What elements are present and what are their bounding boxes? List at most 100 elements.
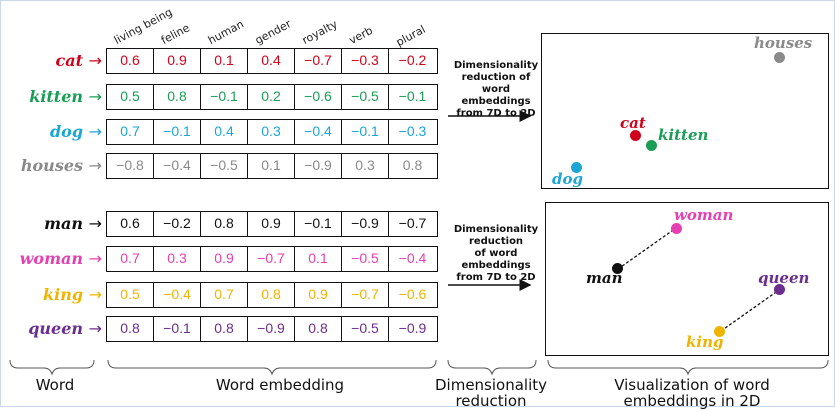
point-label-houses: houses [754, 34, 813, 52]
embedding-row-kitten: 0.5 0.8 −0.1 0.2 −0.6 −0.5 −0.1 [106, 84, 438, 110]
embedding-cell: 0.2 [248, 85, 295, 109]
embedding-cell: −0.7 [398, 215, 427, 231]
embedding-row-man: 0.6 −0.2 0.8 0.9 −0.1 −0.9 −0.7 [106, 211, 438, 237]
embedding-cell: −0.7 [248, 247, 295, 271]
embedding-cell: −0.8 [107, 154, 154, 178]
brace-visualization [547, 359, 829, 376]
embedding-cell: 0.8 [107, 317, 154, 341]
embedding-cell: −0.5 [342, 247, 389, 271]
embedding-cell: −0.1 [154, 317, 201, 341]
embedding-cell: 0.3 [248, 120, 295, 144]
embedding-cell: −0.5 [201, 154, 248, 178]
embedding-cell: −0.9 [248, 317, 295, 341]
embedding-cell: −0.9 [342, 212, 389, 236]
reduction-label-top: Dimensionality reduction of word embeddi… [453, 60, 539, 119]
embedding-cell: −0.4 [154, 283, 201, 307]
embedding-cell: −0.2 [398, 52, 427, 68]
word-text: cat [55, 51, 84, 70]
embedding-cell: 0.8 [295, 317, 342, 341]
word-text: king [43, 285, 84, 304]
embedding-row-woman: 0.7 0.3 0.9 −0.7 0.1 −0.5 −0.4 [106, 246, 438, 272]
line-man-woman [617, 227, 677, 270]
footer-dimensionality-reduction: Dimensionality reduction [434, 376, 548, 410]
point-houses [774, 52, 785, 63]
embedding-cell: −0.1 [154, 120, 201, 144]
point-woman [671, 223, 682, 234]
embedding-cell: 0.4 [201, 120, 248, 144]
embedding-cell: −0.4 [154, 154, 201, 178]
point-cat [630, 130, 641, 141]
point-label-dog: dog [552, 170, 583, 188]
right-arrow-icon: → [88, 122, 102, 141]
word-label-king: king → [0, 284, 102, 306]
point-queen [774, 284, 785, 295]
right-arrow-icon: → [88, 156, 102, 175]
embedding-cell: 0.9 [154, 49, 201, 73]
right-arrow-icon: → [88, 214, 102, 233]
embedding-cell: 0.6 [107, 212, 154, 236]
reduction-label-bottom: Dimensionality reduction of word embeddi… [453, 224, 539, 283]
embedding-cell: −0.4 [295, 120, 342, 144]
embedding-cell: 0.7 [201, 283, 248, 307]
brace-reduction [447, 359, 537, 376]
embedding-cell: 0.9 [201, 247, 248, 271]
right-arrow-icon: → [88, 51, 102, 70]
embedding-cell: 0.8 [201, 212, 248, 236]
point-label-queen: queen [758, 269, 810, 287]
embedding-cell: −0.7 [295, 49, 342, 73]
embedding-cell: −0.5 [342, 85, 389, 109]
embedding-cell: 0.3 [154, 247, 201, 271]
embedding-cell: 0.1 [201, 49, 248, 73]
embedding-cell: 0.5 [107, 85, 154, 109]
right-arrow-icon: → [88, 87, 102, 106]
footer-word-embedding: Word embedding [215, 376, 345, 394]
embedding-row-king: 0.5 −0.4 0.7 0.8 0.9 −0.7 −0.6 [106, 282, 438, 308]
plot-gender-royalty: woman man queen king [545, 202, 829, 356]
embedding-row-cat: 0.6 0.9 0.1 0.4 −0.7 −0.3 −0.2 [106, 48, 438, 74]
word-label-houses: houses → [0, 155, 102, 177]
embedding-cell: −0.4 [398, 250, 427, 266]
right-arrow-icon: → [88, 285, 102, 304]
embedding-cell: −0.1 [398, 88, 427, 104]
brace-word [9, 359, 95, 376]
point-king [714, 326, 725, 337]
embedding-cell: 0.7 [107, 120, 154, 144]
embedding-cell: 0.1 [248, 154, 295, 178]
embedding-cell: 0.3 [342, 154, 389, 178]
word-label-cat: cat → [0, 50, 102, 72]
point-man [612, 263, 623, 274]
word-text: dog [49, 122, 84, 141]
embedding-cell: 0.1 [295, 247, 342, 271]
right-arrow-icon: → [88, 319, 102, 338]
embedding-cell: 0.9 [248, 212, 295, 236]
embedding-cell: −0.2 [154, 212, 201, 236]
word-label-queen: queen → [0, 318, 102, 340]
point-dog [571, 162, 582, 173]
embedding-cell: −0.7 [342, 283, 389, 307]
embedding-row-houses: −0.8 −0.4 −0.5 0.1 −0.9 0.3 0.8 [106, 153, 438, 179]
right-arrow-icon: → [88, 249, 102, 268]
embedding-cell: −0.3 [342, 49, 389, 73]
point-label-kitten: kitten [658, 126, 709, 144]
point-label-man: man [586, 269, 623, 287]
embedding-cell: −0.1 [342, 120, 389, 144]
brace-embedding [107, 359, 437, 376]
embedding-cell: 0.7 [107, 247, 154, 271]
plot-animals-houses: houses cat kitten dog [541, 33, 829, 189]
embedding-row-queen: 0.8 −0.1 0.8 −0.9 0.8 −0.5 −0.9 [106, 316, 438, 342]
point-label-woman: woman [674, 206, 734, 224]
embedding-cell: −0.9 [398, 320, 427, 336]
embedding-cell: 0.9 [295, 283, 342, 307]
word-label-man: man → [0, 213, 102, 235]
word-text: kitten [29, 87, 84, 106]
point-label-king: king [686, 333, 724, 351]
embedding-cell: −0.3 [398, 123, 427, 139]
word-label-dog: dog → [0, 121, 102, 143]
word-text: man [44, 214, 84, 233]
analogy-lines [617, 227, 780, 332]
embedding-cell: 0.5 [107, 283, 154, 307]
footer-visualization: Visualization of word embeddings in 2D [614, 376, 770, 410]
point-label-cat: cat [620, 114, 646, 132]
embedding-cell: −0.9 [295, 154, 342, 178]
